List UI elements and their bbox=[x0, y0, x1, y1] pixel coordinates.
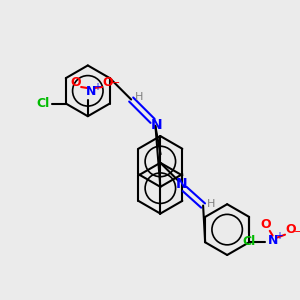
Text: Cl: Cl bbox=[37, 97, 50, 110]
Text: H: H bbox=[207, 199, 215, 208]
Text: Cl: Cl bbox=[242, 235, 256, 248]
Text: +: + bbox=[93, 82, 101, 92]
Text: O: O bbox=[261, 218, 271, 231]
Text: −: − bbox=[111, 78, 120, 88]
Text: +: + bbox=[275, 231, 283, 241]
Text: N: N bbox=[267, 234, 278, 247]
Text: N: N bbox=[176, 177, 188, 191]
Text: −: − bbox=[294, 227, 300, 237]
Text: N: N bbox=[151, 118, 162, 132]
Text: O: O bbox=[70, 76, 81, 89]
Text: N: N bbox=[85, 85, 96, 98]
Text: O: O bbox=[285, 224, 296, 236]
Text: O: O bbox=[103, 76, 113, 89]
Text: H: H bbox=[135, 92, 143, 102]
